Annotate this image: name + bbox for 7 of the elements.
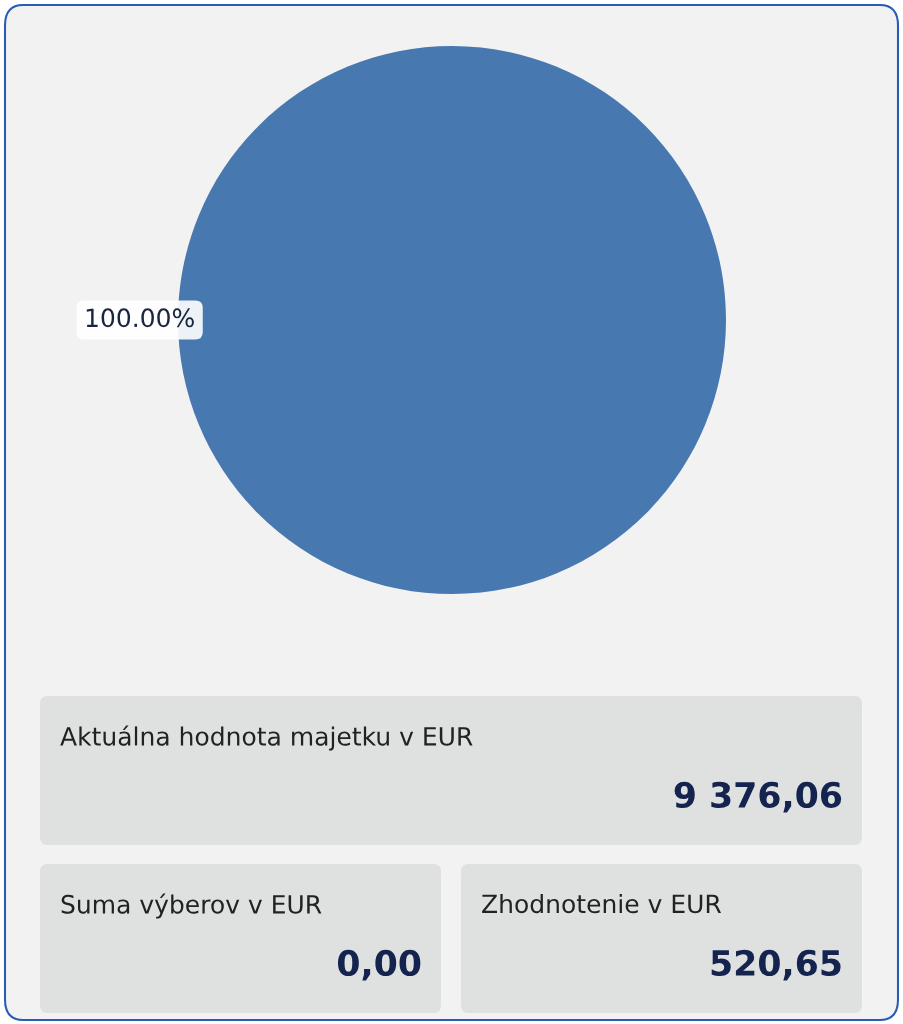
text: Zhodnotenie v EUR	[482, 893, 722, 914]
text: Aktuálna hodnota majetku v EUR	[60, 725, 473, 751]
text: 0,00	[337, 949, 421, 981]
text: 520,65	[711, 949, 841, 981]
data-label: 100.00%	[86, 308, 194, 328]
text: 9 376,06	[674, 781, 842, 813]
text: Suma výberov v EUR	[61, 893, 322, 919]
